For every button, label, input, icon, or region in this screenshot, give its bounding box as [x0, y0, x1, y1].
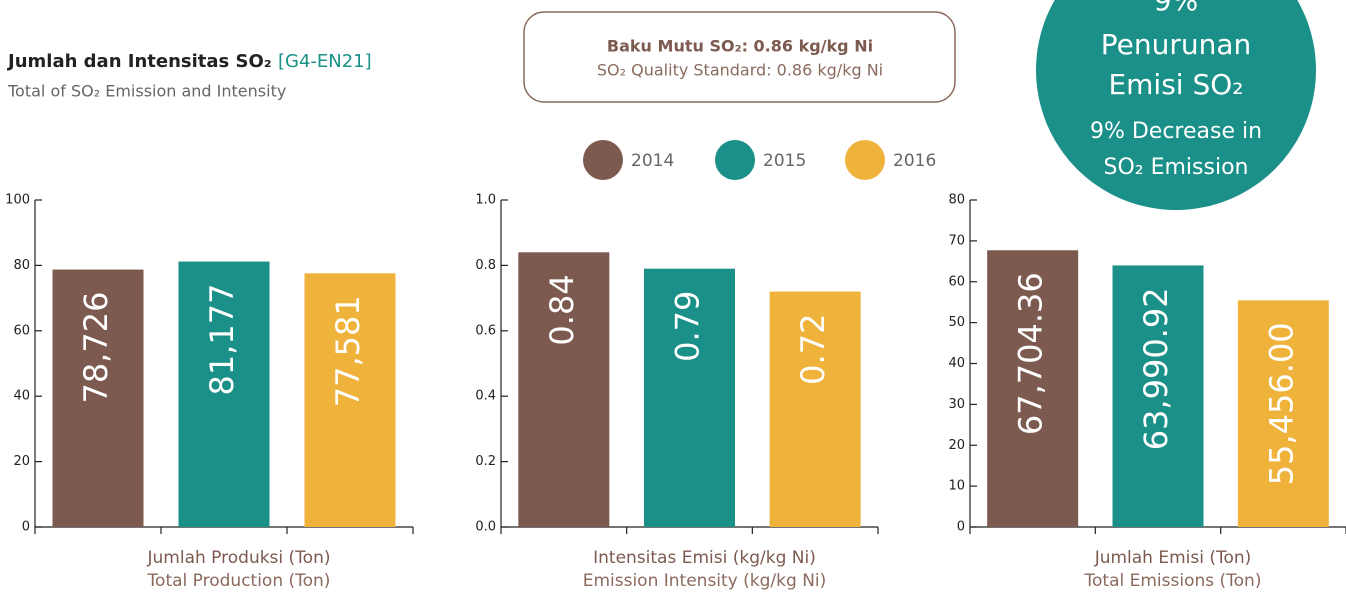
title-code: [G4-EN21]	[278, 51, 372, 72]
y-tick-label: 60	[948, 274, 965, 289]
bar	[52, 269, 144, 527]
title-text: Jumlah dan Intensitas SO₂	[6, 51, 272, 72]
x-axis-label: Jumlah Produksi (Ton)	[147, 548, 331, 568]
legend-swatch	[715, 140, 755, 180]
badge-circle	[1036, 0, 1316, 210]
y-tick-label: 0.6	[475, 323, 496, 338]
subtitle: Total of SO₂ Emission and Intensity	[7, 82, 286, 101]
y-tick-label: 80	[13, 258, 30, 273]
y-tick-label: 40	[13, 389, 30, 404]
badge-line1: Penurunan	[1101, 28, 1252, 61]
x-axis-label: Jumlah Emisi (Ton)	[1094, 548, 1252, 568]
value-label: 55,456.00	[1262, 322, 1300, 485]
y-tick-label: 0	[957, 520, 965, 535]
value-label: 81,177	[203, 284, 241, 396]
y-tick-label: 0.4	[475, 389, 496, 404]
x-axis-label: Intensitas Emisi (kg/kg Ni)	[593, 548, 816, 568]
y-tick-label: 0.8	[475, 258, 496, 273]
x-axis-label-en: Total Production (Ton)	[147, 571, 331, 591]
y-tick-label: 60	[13, 323, 30, 338]
value-label: 67,704.36	[1012, 272, 1050, 435]
bar	[1237, 300, 1329, 527]
bar	[178, 261, 270, 527]
y-tick-label: 30	[948, 397, 965, 412]
badge-line4: SO₂ Emission	[1104, 155, 1249, 180]
value-label: 0.84	[543, 274, 581, 345]
standard-box	[523, 11, 956, 103]
value-label: 0.79	[669, 291, 707, 362]
value-label: 78,726	[77, 292, 115, 404]
bar	[769, 291, 861, 527]
value-label: 63,990.92	[1137, 287, 1175, 450]
standard-line2: SO₂ Quality Standard: 0.86 kg/kg Ni	[597, 61, 883, 80]
legend-swatch	[583, 140, 623, 180]
value-label: 77,581	[329, 295, 367, 407]
y-tick-label: 20	[948, 438, 965, 453]
bar	[1112, 265, 1204, 527]
y-tick-label: 50	[948, 315, 965, 330]
y-tick-label: 10	[948, 479, 965, 494]
bar	[304, 273, 396, 527]
standard-line1: Baku Mutu SO₂: 0.86 kg/kg Ni	[607, 37, 873, 56]
y-tick-label: 20	[13, 454, 30, 469]
badge-line2: Emisi SO₂	[1108, 68, 1243, 101]
y-tick-label: 0	[22, 520, 30, 535]
y-tick-label: 100	[5, 193, 30, 208]
title: Jumlah dan Intensitas SO₂ [G4-EN21]	[6, 51, 372, 72]
legend-swatch	[845, 140, 885, 180]
y-tick-label: 0.0	[475, 520, 496, 535]
bar	[518, 252, 610, 527]
legend-label: 2015	[763, 151, 806, 171]
badge-value: 9%	[1154, 0, 1198, 17]
bar	[644, 268, 735, 527]
badge-line3: 9% Decrease in	[1090, 119, 1262, 144]
y-tick-label: 0.2	[475, 454, 496, 469]
y-tick-label: 40	[948, 356, 965, 371]
x-axis-label-en: Total Emissions (Ton)	[1084, 571, 1262, 591]
y-tick-label: 80	[948, 193, 965, 208]
y-tick-label: 70	[948, 233, 965, 248]
value-label: 0.72	[794, 314, 832, 385]
x-axis-label-en: Emission Intensity (kg/kg Ni)	[583, 571, 827, 591]
legend-label: 2014	[631, 151, 674, 171]
legend-label: 2016	[893, 151, 936, 171]
bar	[987, 250, 1079, 527]
y-tick-label: 1.0	[475, 193, 496, 208]
